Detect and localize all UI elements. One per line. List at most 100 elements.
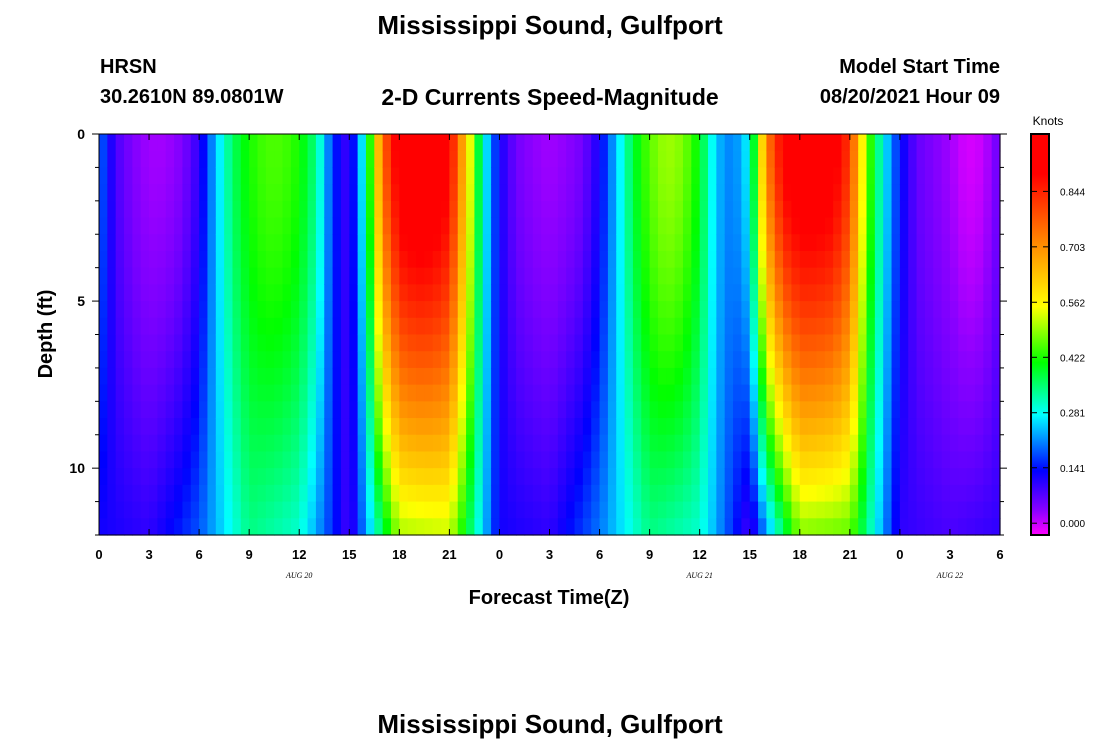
heatmap-cell — [816, 434, 826, 453]
heatmap-cell — [591, 134, 601, 152]
heatmap-cell — [274, 234, 284, 252]
heatmap-cell — [916, 184, 926, 202]
heatmap-cell — [190, 334, 200, 352]
heatmap-cell — [808, 418, 818, 436]
heatmap-cell — [607, 184, 617, 202]
heatmap-cell — [983, 367, 993, 386]
heatmap-cell — [365, 284, 375, 302]
heatmap-cell — [808, 434, 818, 453]
heatmap-cell — [941, 267, 951, 285]
heatmap-cell — [949, 468, 959, 486]
heatmap-cell — [290, 167, 300, 185]
heatmap-cell — [599, 167, 609, 185]
heatmap-cell — [140, 200, 150, 219]
heatmap-cell — [382, 134, 392, 152]
heatmap-cell — [933, 217, 943, 235]
heatmap-cell — [616, 434, 626, 453]
heatmap-cell — [933, 267, 943, 285]
heatmap-cell — [390, 200, 400, 219]
heatmap-cell — [399, 134, 409, 152]
heatmap-cell — [891, 418, 901, 436]
heatmap-cell — [708, 200, 717, 219]
heatmap-cell — [249, 301, 259, 319]
heatmap-cell — [240, 367, 250, 386]
heatmap-cell — [916, 384, 926, 402]
heatmap-cell — [474, 301, 484, 319]
heatmap-cell — [866, 501, 876, 519]
heatmap-cell — [491, 217, 501, 235]
heatmap-cell — [833, 150, 843, 169]
heatmap-cell — [941, 317, 951, 336]
heatmap-cell — [332, 234, 342, 252]
heatmap-cell — [858, 384, 868, 402]
heatmap-cell — [432, 284, 442, 302]
heatmap-cell — [324, 401, 334, 419]
heatmap-cell — [99, 284, 108, 302]
heatmap-cell — [699, 217, 709, 235]
heatmap-cell — [708, 367, 717, 386]
heatmap-cell — [991, 384, 1001, 402]
heatmap-cell — [808, 234, 818, 252]
heatmap-cell — [516, 134, 526, 152]
heatmap-cell — [399, 250, 409, 269]
heatmap-cell — [833, 217, 843, 235]
heatmap-cell — [274, 351, 284, 369]
heatmap-cell — [916, 518, 926, 536]
heatmap-cell — [833, 518, 843, 536]
heatmap-cell — [532, 250, 542, 269]
heatmap-cell — [799, 518, 809, 536]
heatmap-cell — [641, 234, 651, 252]
heatmap-cell — [299, 434, 309, 453]
heatmap-cell — [824, 351, 834, 369]
heatmap-cell — [733, 167, 742, 185]
heatmap-cell — [190, 167, 200, 185]
heatmap-cell — [833, 484, 843, 503]
heatmap-cell — [841, 301, 851, 319]
heatmap-cell — [874, 301, 884, 319]
heatmap-cell — [716, 184, 726, 202]
heatmap-cell — [924, 484, 934, 503]
heatmap-cell — [708, 468, 717, 486]
heatmap-cell — [682, 317, 692, 336]
heatmap-cell — [190, 384, 200, 402]
heatmap-cell — [666, 401, 676, 419]
heatmap-cell — [441, 217, 450, 235]
heatmap-cell — [507, 317, 517, 336]
heatmap-cell — [265, 134, 275, 152]
heatmap-cell — [149, 434, 158, 453]
heatmap-cell — [299, 234, 309, 252]
heatmap-cell — [833, 250, 843, 269]
heatmap-cell — [891, 518, 901, 536]
heatmap-cell — [941, 451, 951, 469]
heatmap-cell — [282, 518, 292, 536]
heatmap-cell — [149, 217, 158, 235]
heatmap-cell — [424, 484, 434, 503]
heatmap-cell — [824, 150, 834, 169]
heatmap-cell — [457, 484, 467, 503]
heatmap-cell — [808, 468, 818, 486]
heatmap-cell — [232, 234, 242, 252]
heatmap-cell — [974, 384, 984, 402]
heatmap-cell — [616, 167, 626, 185]
heatmap-cell — [215, 134, 225, 152]
heatmap-cell — [299, 334, 309, 352]
heatmap-cell — [933, 184, 943, 202]
heatmap-cell — [841, 200, 851, 219]
heatmap-cell — [974, 468, 984, 486]
heatmap-cell — [924, 301, 934, 319]
heatmap-cell — [491, 250, 501, 269]
heatmap-cell — [407, 451, 417, 469]
heatmap-cell — [749, 468, 759, 486]
heatmap-cell — [966, 351, 976, 369]
heatmap-cell — [132, 518, 142, 536]
heatmap-cell — [783, 200, 793, 219]
heatmap-cell — [174, 267, 184, 285]
heatmap-cell — [708, 501, 717, 519]
heatmap-cell — [774, 501, 784, 519]
heatmap-cell — [449, 401, 459, 419]
heatmap-cell — [849, 301, 859, 319]
heatmap-cell — [858, 150, 868, 169]
heatmap-cell — [432, 250, 442, 269]
heatmap-cell — [115, 367, 125, 386]
heatmap-cell — [265, 267, 275, 285]
